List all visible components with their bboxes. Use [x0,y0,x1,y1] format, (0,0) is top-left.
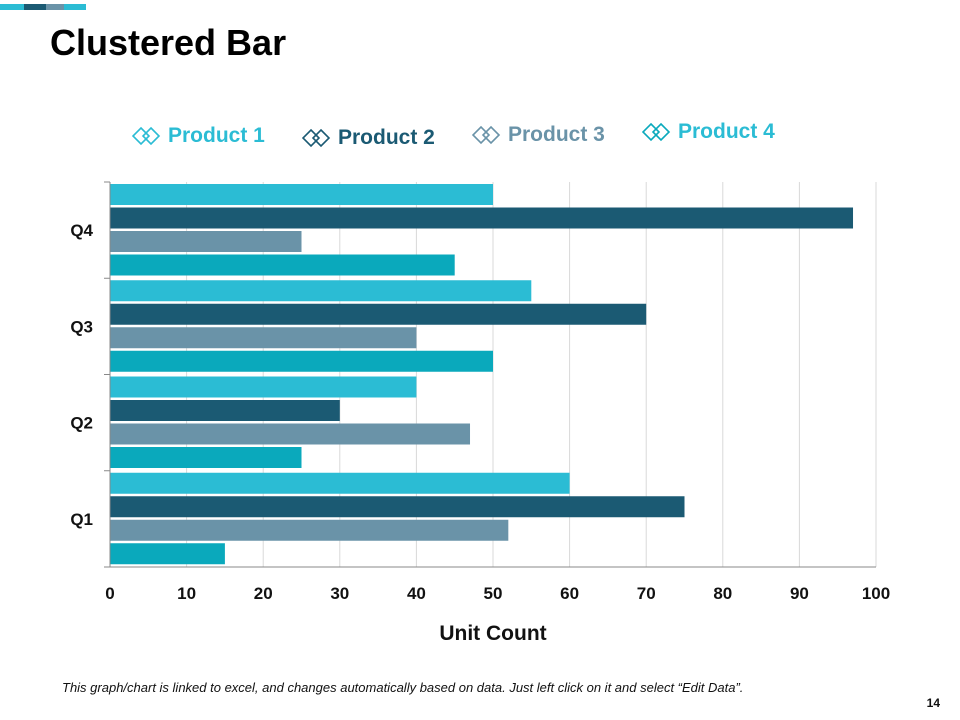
x-tick-label: 100 [862,584,890,603]
bar-product-3-q2 [110,423,471,445]
chart-legend: Product 1 Product 2 Product 3 Product 4 [0,0,960,160]
page-number: 14 [926,696,940,710]
y-tick-label: Q2 [70,414,93,433]
bar-product-1-q3 [110,280,532,302]
x-tick-label: 60 [560,584,579,603]
legend-item-product-1: Product 1 [132,124,265,148]
x-tick-label: 80 [713,584,732,603]
bar-product-1-q1 [110,472,570,494]
bar-product-3-q1 [110,519,509,541]
bar-product-2-q3 [110,303,647,325]
x-tick-label: 90 [790,584,809,603]
y-tick-label: Q4 [70,221,93,240]
legend-item-product-4: Product 4 [642,120,775,144]
bar-product-3-q3 [110,327,417,349]
diamond-icon [642,122,671,142]
legend-item-product-3: Product 3 [472,123,605,147]
bar-product-4-q1 [110,543,225,565]
accent-segment [0,4,24,10]
bar-product-4-q2 [110,447,302,468]
legend-item-product-2: Product 2 [302,126,435,150]
bar-product-2-q2 [110,400,340,421]
x-axis-title: Unit Count [439,622,546,645]
legend-label: Product 1 [168,124,265,147]
bar-product-2-q1 [110,496,685,518]
accent-segment [64,4,86,10]
bar-product-1-q2 [110,376,417,398]
legend-label: Product 2 [338,126,435,149]
bar-product-2-q4 [110,207,854,229]
accent-segment [24,4,46,10]
y-tick-label: Q1 [70,510,93,529]
bar-product-1-q4 [110,184,493,205]
accent-segment [46,4,64,10]
x-tick-label: 30 [330,584,349,603]
x-tick-label: 40 [407,584,426,603]
y-tick-label: Q3 [70,317,93,336]
legend-label: Product 3 [508,123,605,146]
x-tick-label: 50 [484,584,503,603]
diamond-icon [472,125,501,145]
x-tick-label: 70 [637,584,656,603]
legend-label: Product 4 [678,120,775,143]
diamond-icon [302,128,331,148]
x-tick-label: 20 [254,584,273,603]
slide-title: Clustered Bar [50,22,287,63]
bar-product-3-q4 [110,231,302,252]
x-tick-label: 0 [105,584,114,603]
diamond-icon [132,126,161,146]
x-tick-label: 10 [177,584,196,603]
accent-bar [0,4,86,10]
bar-product-4-q4 [110,254,455,276]
footnote: This graph/chart is linked to excel, and… [62,680,744,695]
bar-product-4-q3 [110,350,493,372]
